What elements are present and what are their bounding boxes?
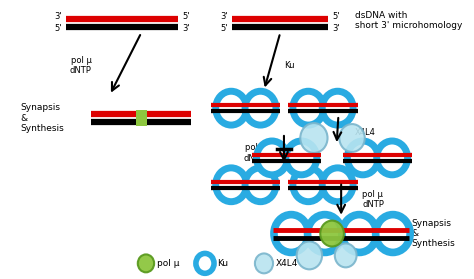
Circle shape	[297, 242, 322, 269]
Circle shape	[245, 168, 276, 202]
Circle shape	[376, 215, 410, 252]
Text: 5': 5'	[332, 12, 339, 21]
Circle shape	[377, 141, 408, 175]
Text: 5': 5'	[54, 24, 62, 33]
Text: pol μ
dNTP: pol μ dNTP	[70, 56, 91, 75]
Circle shape	[245, 91, 276, 125]
Text: 3': 3'	[332, 24, 340, 33]
Circle shape	[216, 91, 246, 125]
Text: pol μ: pol μ	[157, 259, 179, 268]
Circle shape	[322, 91, 353, 125]
Text: 5': 5'	[182, 12, 190, 21]
Text: X4L4: X4L4	[276, 259, 298, 268]
Text: Ku: Ku	[217, 259, 228, 268]
Circle shape	[138, 254, 154, 272]
Circle shape	[322, 168, 353, 202]
FancyBboxPatch shape	[136, 110, 147, 126]
Circle shape	[216, 168, 246, 202]
Circle shape	[342, 215, 376, 252]
Circle shape	[335, 244, 356, 267]
Text: 5': 5'	[220, 24, 228, 33]
Text: 3': 3'	[54, 12, 62, 21]
Text: X4L4: X4L4	[355, 128, 375, 136]
Circle shape	[255, 253, 273, 273]
Circle shape	[293, 168, 324, 202]
Circle shape	[293, 91, 324, 125]
Circle shape	[286, 141, 317, 175]
Circle shape	[339, 124, 365, 152]
Circle shape	[301, 123, 328, 153]
Circle shape	[347, 141, 378, 175]
Circle shape	[308, 215, 342, 252]
Text: Ku: Ku	[284, 61, 294, 70]
Text: Synapsis
&
Synthesis: Synapsis & Synthesis	[411, 219, 455, 248]
Text: pol μ
dNTP: pol μ dNTP	[362, 190, 384, 210]
Circle shape	[274, 215, 309, 252]
Circle shape	[256, 141, 287, 175]
Text: Synapsis
&
Synthesis: Synapsis & Synthesis	[21, 103, 64, 133]
Text: pol μ
dNTP: pol μ dNTP	[244, 143, 266, 163]
Circle shape	[196, 253, 214, 273]
Circle shape	[320, 221, 344, 246]
Text: 3': 3'	[220, 12, 228, 21]
Text: dsDNA with
short 3' microhomology: dsDNA with short 3' microhomology	[355, 11, 462, 30]
Text: 3': 3'	[182, 24, 190, 33]
